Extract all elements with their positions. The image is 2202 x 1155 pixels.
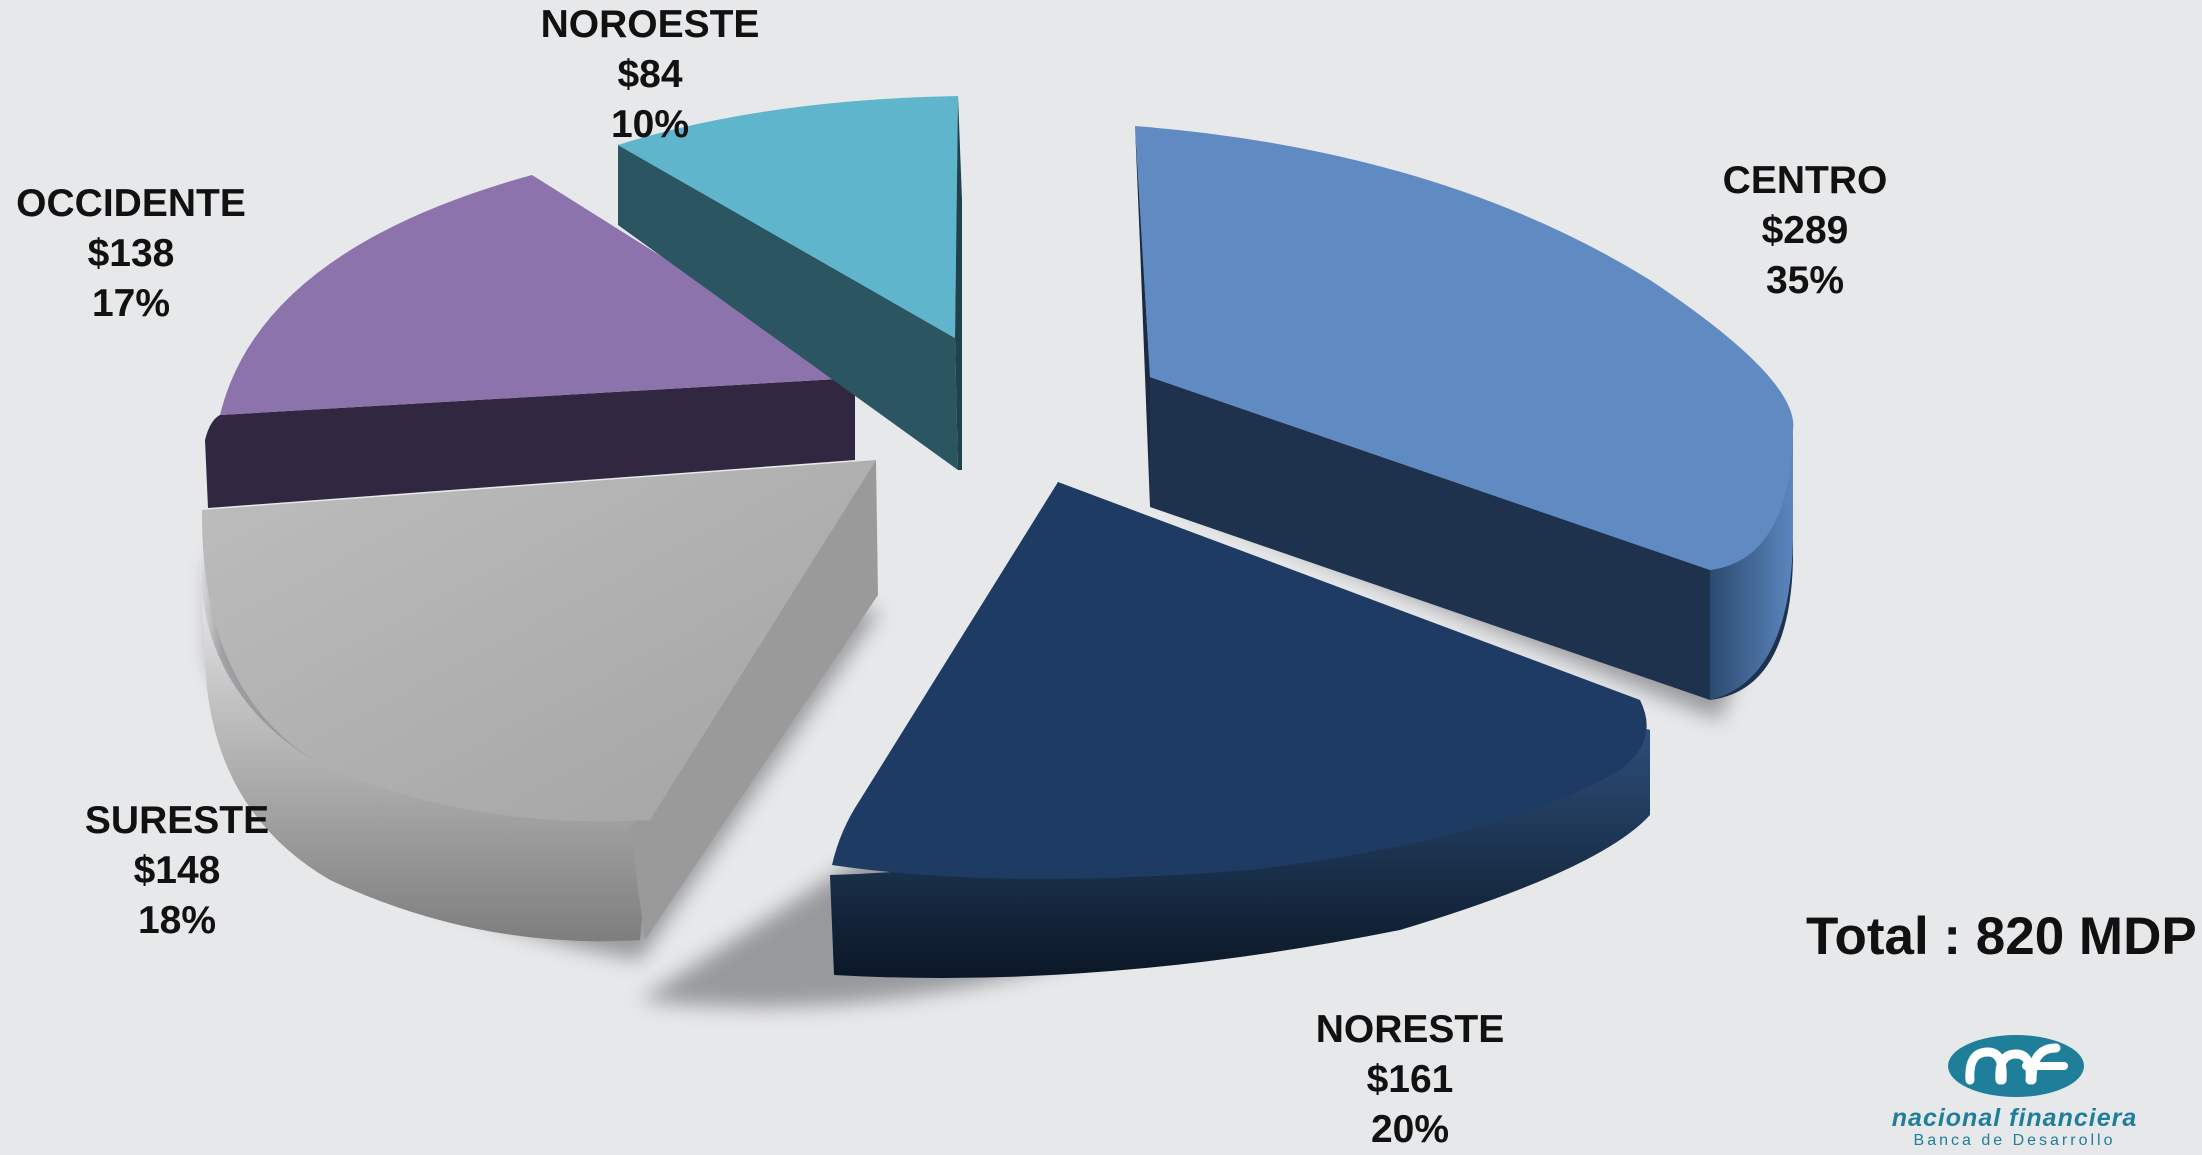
label-centro-name: CENTRO	[1722, 159, 1888, 202]
logo-brand-text: nacional financiera	[1891, 1104, 2138, 1132]
label-sureste-value: $148	[133, 849, 221, 892]
slice-noroeste-top	[618, 96, 958, 338]
label-centro-percent: 35%	[1765, 259, 1845, 302]
slice-occidente-top	[220, 175, 855, 415]
logo-subtitle: Banca de Desarrollo	[1913, 1132, 2116, 1149]
slice-centro	[1135, 126, 1794, 700]
slice-sureste-side	[200, 560, 650, 942]
slice-occidente-side	[205, 378, 855, 508]
slice-centro-top	[1135, 126, 1794, 570]
label-sureste: SURESTE $148 18%	[67, 796, 287, 946]
slice-noroeste	[618, 96, 962, 470]
label-occidente-percent: 17%	[91, 282, 171, 325]
label-sureste-percent: 18%	[137, 899, 217, 942]
slice-centro-side	[1150, 377, 1793, 700]
label-centro-value: $289	[1761, 209, 1849, 252]
slice-sureste-face	[630, 460, 878, 940]
nafin-logo-mark	[1948, 1035, 2084, 1097]
label-noroeste-value: $84	[617, 53, 683, 96]
label-noroeste-percent: 10%	[610, 103, 690, 146]
slice-noreste	[830, 482, 1650, 978]
slice-noroeste-edge	[955, 96, 962, 470]
label-noroeste-name: NOROESTE	[540, 3, 760, 46]
slice-centro-edge	[1710, 430, 1793, 700]
nafin-logo: nacional financiera Banca de Desarrollo	[1842, 1028, 2202, 1149]
label-noreste-value: $161	[1366, 1058, 1454, 1101]
slice-noroeste-side	[618, 145, 958, 470]
slice-noreste-top	[832, 482, 1647, 879]
total-label: Total : 820 MDP	[1806, 907, 2197, 966]
label-sureste-name: SURESTE	[84, 799, 270, 842]
label-noreste: NORESTE $161 20%	[1300, 1005, 1520, 1155]
label-noreste-name: NORESTE	[1315, 1008, 1505, 1051]
label-occidente-value: $138	[87, 232, 175, 275]
slice-sureste	[200, 460, 878, 942]
label-occidente-name: OCCIDENTE	[16, 182, 246, 225]
label-occidente: OCCIDENTE $138 17%	[0, 179, 262, 329]
slice-occidente	[205, 175, 855, 508]
label-noreste-percent: 20%	[1370, 1108, 1450, 1151]
label-noroeste: NOROESTE $84 10%	[520, 0, 780, 150]
slice-sureste-top	[201, 460, 876, 822]
label-centro: CENTRO $289 35%	[1700, 156, 1910, 306]
